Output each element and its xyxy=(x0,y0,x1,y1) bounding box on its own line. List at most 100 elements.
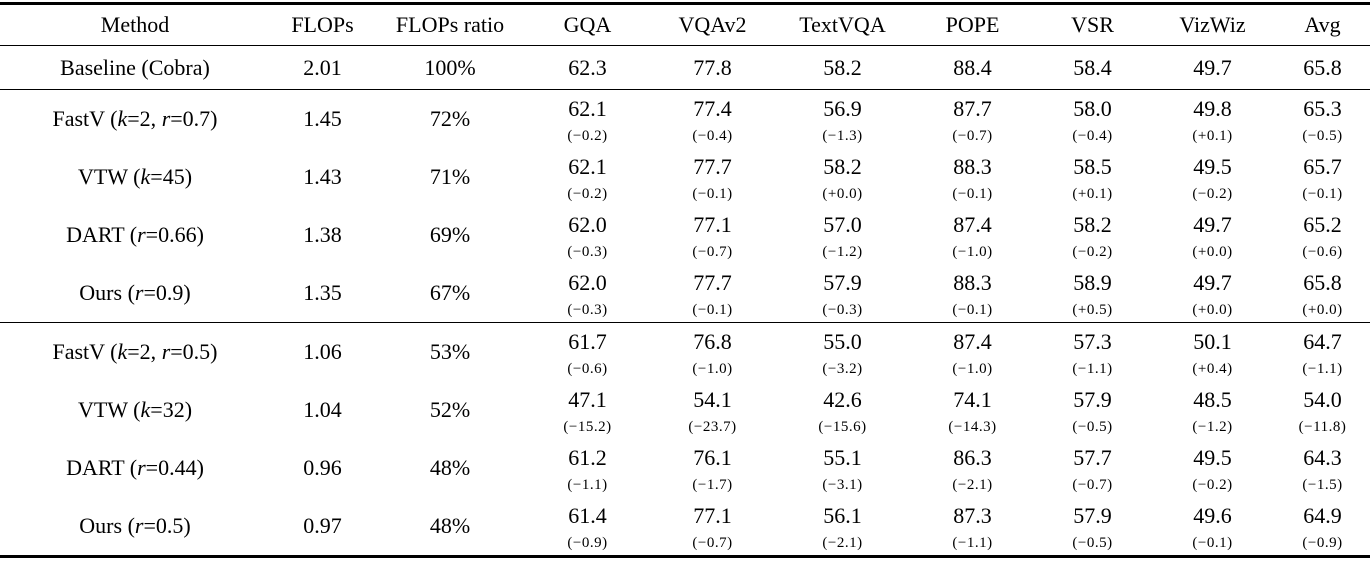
method-cell: DART (r=0.66) xyxy=(0,206,270,264)
metric-cell: 77.8 xyxy=(693,54,732,80)
col-header-textvqa: TextVQA xyxy=(799,12,886,37)
metric-value: 77.1 xyxy=(693,211,732,237)
metric-value: 62.0 xyxy=(568,211,607,237)
metric-cell: 57.9 (−0.5) xyxy=(1035,497,1150,557)
method-label: =32) xyxy=(150,397,193,422)
table-row: FastV (k=2, r=0.7) 1.45 72% 62.1 (−0.2) 77.4 (… xyxy=(0,90,1370,149)
method-variable: r xyxy=(161,339,171,364)
metric-cell: 54.1 (−23.7) xyxy=(650,381,775,439)
metric-value: 58.2 xyxy=(823,153,862,179)
col-header-vqav2: VQAv2 xyxy=(678,12,747,37)
metric-delta: (−0.2) xyxy=(567,185,608,202)
flops-cell: 1.04 xyxy=(303,397,342,422)
col-header-flops: FLOPs xyxy=(291,12,354,37)
metric-cell: 57.9 (−0.3) xyxy=(775,264,910,323)
metric-delta: (−1.7) xyxy=(692,476,733,493)
metric-cell: 49.6 (−0.1) xyxy=(1150,497,1275,557)
metric-value: 65.7 xyxy=(1303,153,1342,179)
method-label: Ours ( xyxy=(79,513,135,538)
method-label: FastV ( xyxy=(52,106,118,131)
metric-value: 88.3 xyxy=(953,153,992,179)
method-variable: r xyxy=(134,280,144,305)
metric-delta: (−3.2) xyxy=(822,360,863,377)
metric-cell: 49.5 (−0.2) xyxy=(1150,148,1275,206)
metric-delta: (−0.2) xyxy=(1192,476,1233,493)
metric-value: 54.1 xyxy=(693,386,732,412)
metric-delta: (−0.6) xyxy=(567,360,608,377)
col-header-vsr: VSR xyxy=(1071,12,1114,37)
metric-cell: 50.1 (+0.4) xyxy=(1150,323,1275,382)
metric-cell: 64.7 (−1.1) xyxy=(1275,323,1370,382)
metric-cell: 88.4 xyxy=(953,54,992,80)
table-row: VTW (k=45) 1.43 71% 62.1 (−0.2) 77.7 (−0.1) 58.… xyxy=(0,148,1370,206)
metric-cell: 58.2 (+0.0) xyxy=(775,148,910,206)
metric-delta: (−0.2) xyxy=(567,127,608,144)
metric-cell: 56.9 (−1.3) xyxy=(775,90,910,149)
metric-value: 49.7 xyxy=(1193,211,1232,237)
method-label: DART ( xyxy=(66,455,138,480)
metric-cell: 76.1 (−1.7) xyxy=(650,439,775,497)
metric-cell: 58.4 xyxy=(1073,54,1112,80)
metric-value: 49.8 xyxy=(1193,95,1232,121)
metric-value: 54.0 xyxy=(1303,386,1342,412)
metric-delta: (+0.0) xyxy=(1302,301,1343,318)
metric-value: 55.0 xyxy=(823,328,862,354)
col-header-gqa: GQA xyxy=(563,12,612,37)
metric-value: 76.1 xyxy=(693,444,732,470)
metric-value: 87.4 xyxy=(953,211,992,237)
metric-cell: 49.5 (−0.2) xyxy=(1150,439,1275,497)
metric-value: 58.9 xyxy=(1073,269,1112,295)
method-cell: FastV (k=2, r=0.5) xyxy=(0,323,270,382)
table-group-2: FastV (k=2, r=0.5) 1.06 53% 61.7 (−0.6) 76.8(… xyxy=(0,322,1370,557)
metric-delta: (−1.1) xyxy=(1072,360,1113,377)
method-label: =0.66) xyxy=(145,222,204,247)
method-label: FastV ( xyxy=(52,339,118,364)
metric-value: 61.7 xyxy=(568,328,607,354)
metric-value: 42.6 xyxy=(823,386,862,412)
metric-value: 57.9 xyxy=(1073,502,1112,528)
metric-cell: 56.1 (−2.1) xyxy=(775,497,910,557)
method-label: VTW ( xyxy=(77,397,141,422)
method-label: =2, xyxy=(127,106,162,131)
col-header-method: Method xyxy=(100,12,170,37)
method-label: =45) xyxy=(150,164,193,189)
metric-value: 56.1 xyxy=(823,502,862,528)
metric-delta: (−0.4) xyxy=(692,127,733,144)
metric-value: 47.1 xyxy=(568,386,607,412)
col-header-flops-ratio: FLOPs ratio xyxy=(395,12,505,37)
metric-delta: (−0.9) xyxy=(1302,534,1343,551)
metric-cell: 65.3 (−0.5) xyxy=(1275,90,1370,149)
metric-value: 62.1 xyxy=(568,95,607,121)
flops-cell: 1.38 xyxy=(303,222,342,247)
flops-ratio-cell: 48% xyxy=(429,513,471,538)
metric-cell: 48.5 (−1.2) xyxy=(1150,381,1275,439)
metric-value: 65.3 xyxy=(1303,95,1342,121)
metric-cell: 54.0 (−11.8) xyxy=(1275,381,1370,439)
metric-delta: (−3.1) xyxy=(822,476,863,493)
metric-delta: (−23.7) xyxy=(688,418,737,435)
method-variable: k xyxy=(117,106,128,131)
method-label: Baseline (Cobra) xyxy=(60,54,210,80)
metric-cell: 62.1 (−0.2) xyxy=(525,90,650,149)
metric-cell: 87.3 (−1.1) xyxy=(910,497,1035,557)
metric-delta: (−1.2) xyxy=(822,243,863,260)
metric-delta: (−0.1) xyxy=(692,301,733,318)
metric-delta: (−11.8) xyxy=(1298,418,1347,435)
metric-cell: 47.1 (−15.2) xyxy=(525,381,650,439)
method-cell: Ours (r=0.5) xyxy=(0,497,270,557)
metric-value: 57.0 xyxy=(823,211,862,237)
metric-delta: (−0.9) xyxy=(567,534,608,551)
metric-delta: (+0.1) xyxy=(1072,185,1113,202)
metric-cell: 87.4 (−1.0) xyxy=(910,206,1035,264)
method-label: =0.7) xyxy=(170,106,218,131)
metric-delta: (−0.3) xyxy=(822,301,863,318)
col-header-pope: POPE xyxy=(945,12,1000,37)
metric-delta: (+0.0) xyxy=(1192,243,1233,260)
metric-cell: 74.1 (−14.3) xyxy=(910,381,1035,439)
metric-cell: 65.7 (−0.1) xyxy=(1275,148,1370,206)
metric-delta: (+0.5) xyxy=(1072,301,1113,318)
metric-delta: (−0.7) xyxy=(952,127,993,144)
metric-value: 48.5 xyxy=(1193,386,1232,412)
metric-cell: 62.1 (−0.2) xyxy=(525,148,650,206)
